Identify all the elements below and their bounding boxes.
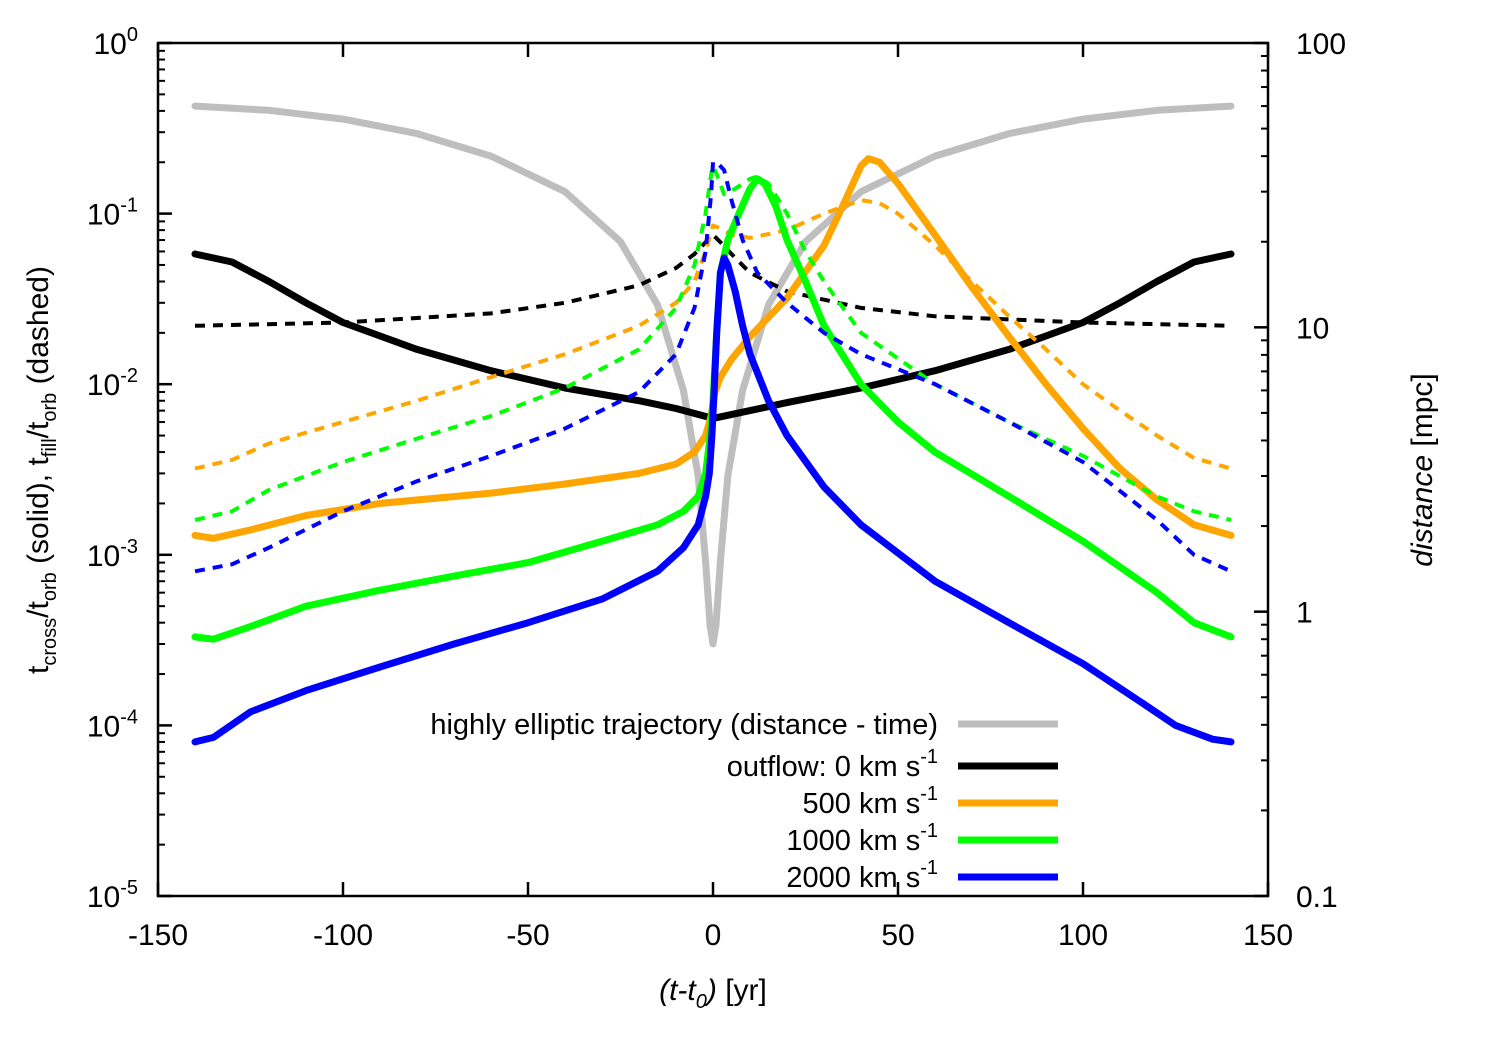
legend-entry-1: outflow: 0 km s-1 <box>727 746 1058 783</box>
y-left-tick-label: 10-2 <box>87 365 138 402</box>
legend-label: highly elliptic trajectory (distance - t… <box>430 709 938 741</box>
series-line-6 <box>194 164 1232 522</box>
legend-entry-3: 1000 km s-1 <box>786 820 1058 857</box>
y-left-tick-label: 10-4 <box>87 706 138 743</box>
y-left-tick-label: 100 <box>94 24 139 61</box>
series-line-3 <box>191 155 1235 542</box>
y-right-tick-label: 100 <box>1296 28 1346 61</box>
series-line-4 <box>194 198 1232 471</box>
x-tick-label: -100 <box>313 919 373 952</box>
legend-label: 500 km s-1 <box>803 783 938 820</box>
x-tick-label: 50 <box>881 919 914 952</box>
legend-entry-2: 500 km s-1 <box>803 783 1058 820</box>
series-line-2 <box>194 232 1232 328</box>
x-tick-label: -50 <box>506 919 549 952</box>
legend-entry-0: highly elliptic trajectory (distance - t… <box>430 709 1058 741</box>
legend-label: 1000 km s-1 <box>786 820 938 857</box>
x-tick-label: 0 <box>705 919 722 952</box>
y-right-tick-label: 0.1 <box>1296 881 1338 914</box>
x-tick-label: -150 <box>128 919 188 952</box>
y-left-tick-label: 10-5 <box>87 877 138 914</box>
y-right-tick-label: 10 <box>1296 312 1329 345</box>
ticks-layer: -150 -100 -50 0 50 100 150 10-5 10-4 10-3 10-2 10-1… <box>87 24 1346 952</box>
y-axis-left-label: tcross/torb (solid), tfill/torb (dashed) <box>22 266 61 674</box>
y-axis-right-label: distance [mpc] <box>1406 373 1439 566</box>
legend: highly elliptic trajectory (distance - t… <box>430 709 1058 894</box>
series-line-0 <box>191 102 1235 648</box>
x-tick-label: 100 <box>1058 919 1108 952</box>
series-line-7 <box>191 254 1235 746</box>
legend-entry-4: 2000 km s-1 <box>786 857 1058 894</box>
y-left-tick-label: 10-3 <box>87 536 138 573</box>
series-line-8 <box>194 160 1232 574</box>
y-left-tick-label: 10-1 <box>87 195 138 232</box>
series-layer <box>191 102 1235 746</box>
series-line-5 <box>191 175 1235 643</box>
legend-label: outflow: 0 km s-1 <box>727 746 938 783</box>
legend-label: 2000 km s-1 <box>786 857 938 894</box>
x-axis-label: (t-t0) [yr] <box>659 974 767 1013</box>
x-tick-label: 150 <box>1243 919 1293 952</box>
y-right-tick-label: 1 <box>1296 597 1313 630</box>
